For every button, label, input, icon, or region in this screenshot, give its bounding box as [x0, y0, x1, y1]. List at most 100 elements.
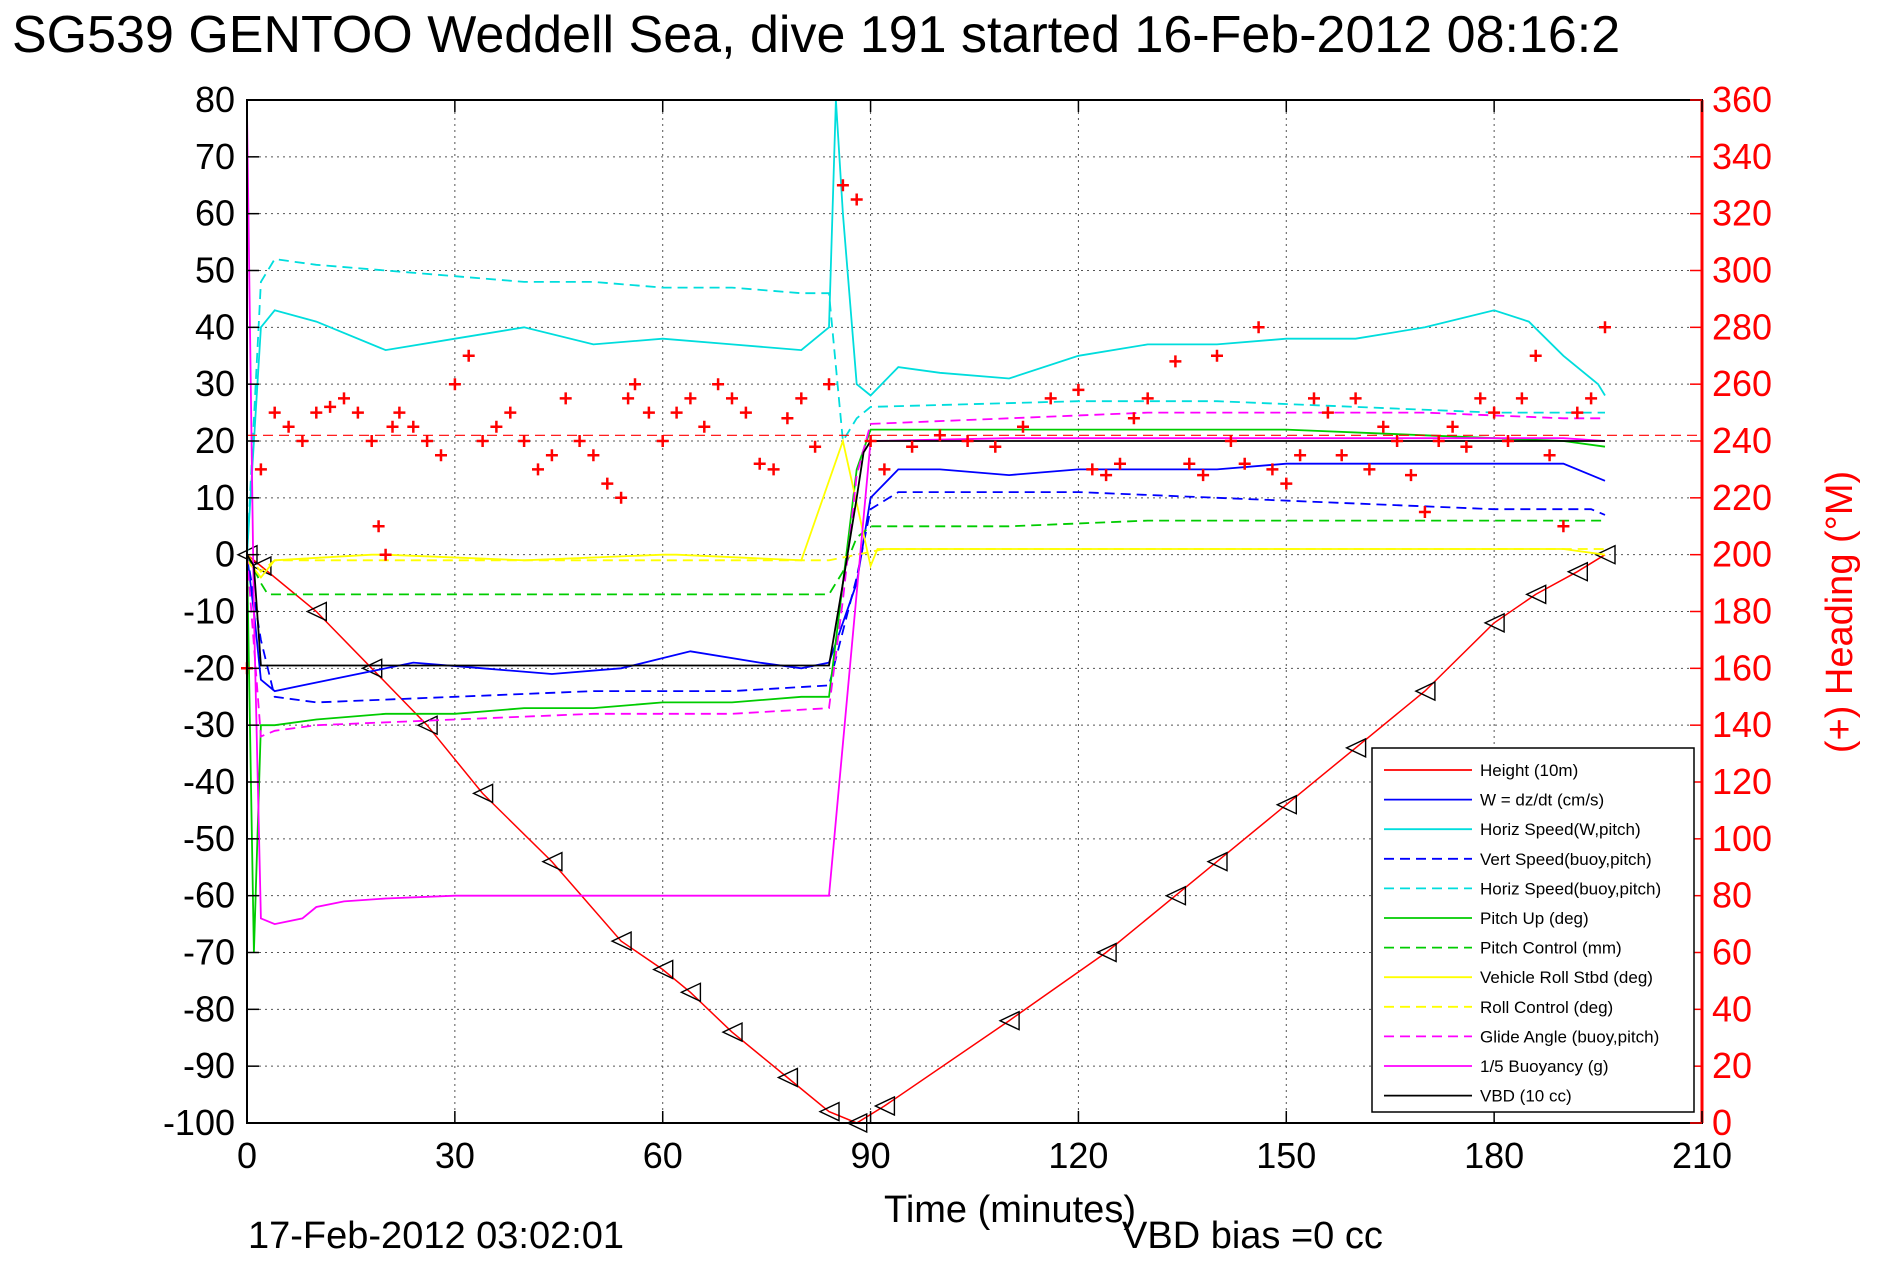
- heading-marker: [1141, 392, 1154, 405]
- legend-label-11: VBD (10 cc): [1480, 1087, 1572, 1106]
- heading-marker: [1183, 457, 1196, 470]
- heading-marker: [365, 435, 378, 447]
- height-marker: [652, 959, 674, 980]
- heading-marker: [1224, 435, 1237, 447]
- heading-marker: [476, 435, 489, 447]
- heading-marker: [559, 392, 572, 405]
- right-tick-label: 360: [1712, 79, 1772, 120]
- x-tick-label: 120: [1048, 1135, 1108, 1176]
- right-tick-label: 240: [1712, 420, 1772, 461]
- height-marker: [610, 930, 632, 952]
- y-tick-label: 60: [195, 193, 235, 234]
- heading-marker: [448, 378, 461, 391]
- heading-marker: [1432, 435, 1445, 447]
- y-tick-label: -50: [183, 818, 235, 859]
- heading-marker: [656, 435, 669, 447]
- heading-marker: [393, 406, 406, 419]
- heading-marker: [462, 349, 475, 362]
- series-line-5: [246, 428, 1606, 953]
- heading-marker: [504, 406, 517, 419]
- right-tick-label: 80: [1712, 875, 1752, 916]
- right-tick-label: 200: [1712, 534, 1772, 575]
- height-marker: [1206, 851, 1228, 872]
- legend-label-8: Roll Control (deg): [1480, 998, 1613, 1017]
- heading-marker: [670, 406, 683, 419]
- heading-marker: [1391, 435, 1404, 447]
- right-tick-label: 300: [1712, 250, 1772, 291]
- right-tick-label: 160: [1712, 647, 1772, 688]
- heading-marker: [1321, 406, 1334, 419]
- heading-marker: [1377, 420, 1390, 433]
- heading-marker: [726, 392, 738, 405]
- heading-marker: [601, 477, 614, 490]
- legend-box: [1371, 747, 1695, 1113]
- heading-marker: [573, 435, 586, 447]
- y-tick-label: 0: [215, 534, 235, 575]
- height-marker: [998, 1010, 1020, 1031]
- legend-label-4: Horiz Speed(buoy,pitch): [1480, 879, 1661, 898]
- heading-marker: [629, 378, 641, 391]
- series-line-9: [246, 411, 1605, 738]
- heading-marker: [906, 440, 919, 453]
- heading-marker: [1405, 469, 1417, 482]
- heading-marker: [435, 449, 447, 462]
- heading-marker: [1543, 449, 1556, 462]
- legend-label-3: Vert Speed(buoy,pitch): [1480, 850, 1652, 869]
- heading-marker: [1169, 355, 1182, 368]
- height-marker: [1525, 584, 1547, 605]
- y-tick-label: 40: [195, 306, 235, 347]
- heading-marker: [338, 392, 350, 405]
- heading-marker: [836, 179, 849, 192]
- heading-marker: [1418, 506, 1431, 518]
- heading-marker: [698, 420, 711, 433]
- heading-marker: [1197, 469, 1210, 482]
- x-tick-label: 60: [643, 1135, 683, 1176]
- heading-marker: [282, 420, 295, 433]
- right-tick-label: 100: [1712, 818, 1772, 859]
- heading-marker: [781, 412, 794, 425]
- right-tick-label: 220: [1712, 477, 1772, 518]
- legend-label-5: Pitch Up (deg): [1480, 909, 1589, 928]
- heading-marker: [850, 193, 863, 206]
- y-tick-label: -20: [183, 647, 235, 688]
- x-tick-label: 90: [851, 1135, 891, 1176]
- heading-marker: [795, 392, 808, 405]
- x-axis-label: Time (minutes): [884, 1189, 1136, 1231]
- height-marker: [1594, 544, 1616, 565]
- series-layer: [236, 99, 1616, 1134]
- series-line-2: [246, 99, 1606, 555]
- height-marker: [1164, 885, 1187, 906]
- heading-marker: [622, 392, 635, 405]
- legend-label-1: W = dz/dt (cm/s): [1480, 791, 1604, 810]
- right-tick-label: 340: [1712, 136, 1772, 177]
- heading-marker: [324, 400, 337, 413]
- heading-marker: [407, 420, 420, 433]
- x-tick-label: 150: [1256, 1135, 1316, 1176]
- height-marker: [305, 601, 327, 622]
- series-line-8: [246, 548, 1605, 573]
- series-line-10: [246, 111, 1606, 926]
- height-marker: [873, 1095, 896, 1117]
- heading-marker: [310, 406, 323, 419]
- height-marker: [1566, 561, 1589, 582]
- heading-marker: [1252, 321, 1265, 334]
- x-tick-label: 30: [435, 1135, 475, 1176]
- heading-marker: [739, 406, 752, 419]
- heading-marker: [1571, 406, 1584, 419]
- y-tick-label: -30: [183, 704, 235, 745]
- heading-marker: [1280, 477, 1293, 490]
- tick-layer: 0 30 60 90 120 150 180 21080706050403020100-10-…: [163, 79, 1772, 1176]
- heading-marker: [490, 420, 503, 433]
- y-tick-label: 50: [195, 250, 235, 291]
- y-tick-label: 20: [195, 420, 235, 461]
- heading-marker: [1349, 392, 1362, 405]
- height-marker: [1344, 737, 1367, 759]
- heading-marker: [518, 435, 531, 447]
- y-tick-label: -60: [183, 875, 235, 916]
- heading-marker: [933, 429, 946, 442]
- legend-label-9: Glide Angle (buoy,pitch): [1480, 1027, 1659, 1046]
- height-marker: [471, 783, 494, 804]
- height-marker: [541, 851, 563, 872]
- x-tick-label: 210: [1672, 1135, 1732, 1176]
- heading-marker: [1557, 520, 1570, 533]
